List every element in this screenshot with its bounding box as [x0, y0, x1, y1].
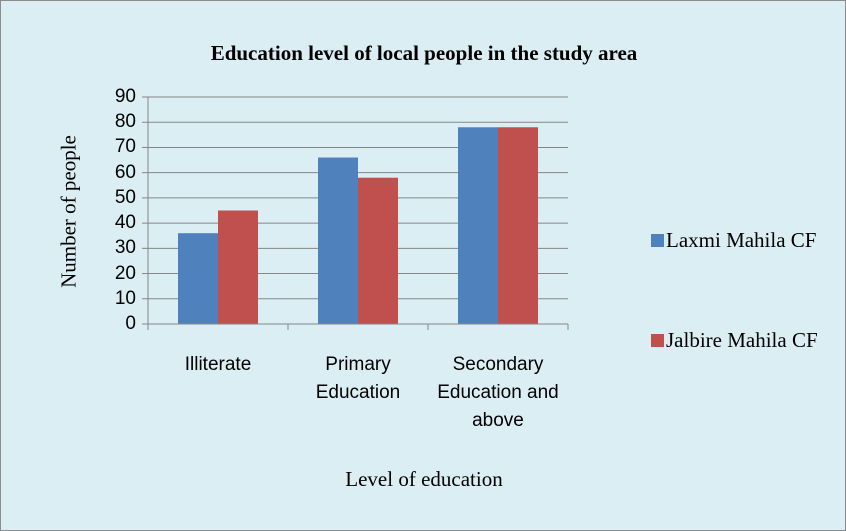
y-tick-label: 70: [114, 136, 136, 158]
y-tick-label: 30: [114, 237, 136, 259]
y-tick-label: 0: [125, 313, 136, 334]
bar: [458, 127, 498, 325]
legend-label: Laxmi Mahila CF: [666, 228, 817, 252]
y-tick-label: 50: [114, 186, 136, 208]
x-tick-label: Secondary Education and above: [437, 354, 559, 431]
legend-label: Jalbire Mahila CF: [666, 328, 818, 352]
chart-title: Education level of local people in the s…: [210, 41, 638, 65]
legend-swatch: [651, 234, 664, 247]
bar: [218, 210, 258, 324]
x-tick-label: Primary Education: [315, 354, 401, 403]
y-tick-label: 20: [114, 262, 136, 284]
legend-swatch: [651, 334, 664, 347]
y-tick-label: 40: [114, 212, 136, 234]
y-tick-label: 90: [114, 86, 136, 107]
y-tick-label: 60: [114, 161, 136, 183]
bar: [358, 177, 398, 324]
x-tick-label: Illiterate: [184, 354, 252, 375]
y-tick-label: 10: [114, 287, 136, 309]
x-axis-title: Level of education: [345, 467, 503, 491]
bar: [498, 127, 538, 325]
bar: [318, 157, 358, 324]
y-tick-label: 80: [114, 111, 136, 133]
bar: [178, 233, 218, 324]
